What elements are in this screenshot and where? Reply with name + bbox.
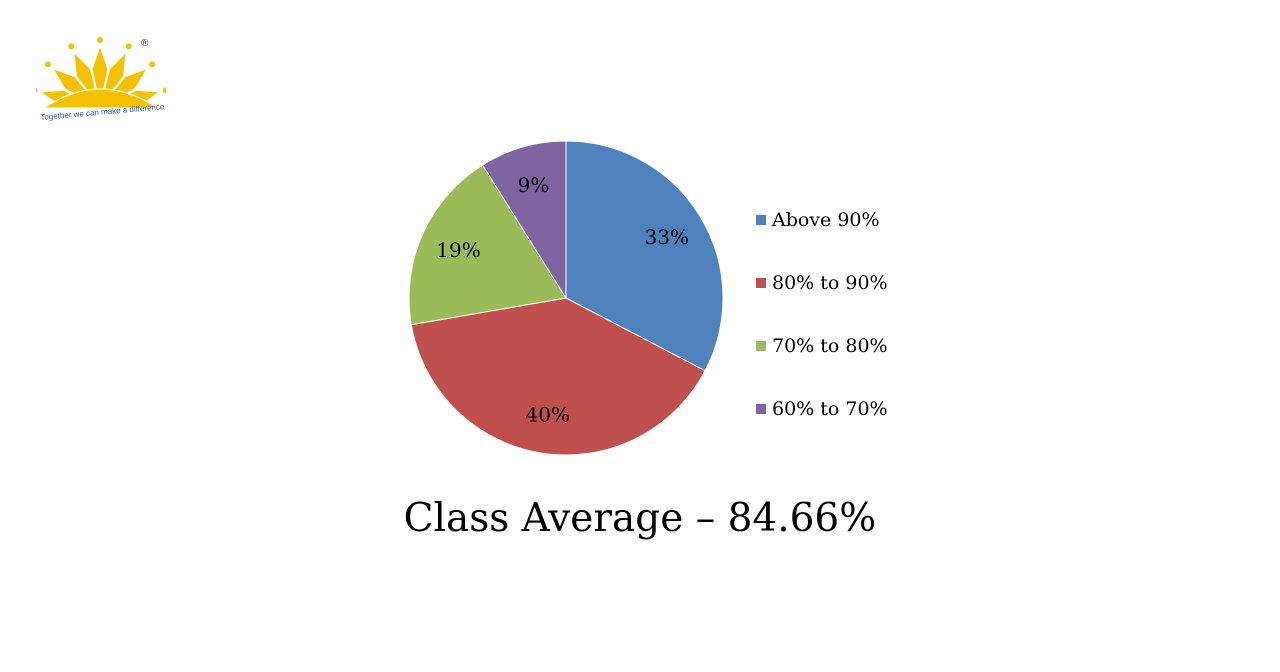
company-logo	[31, 30, 169, 130]
legend-label: 60% to 70%	[772, 398, 888, 420]
legend-swatch	[756, 341, 766, 351]
legend-label: 80% to 90%	[772, 272, 888, 294]
chart-legend: Above 90% 80% to 90% 70% to 80% 60% to 70%	[756, 205, 888, 457]
legend-swatch	[756, 278, 766, 288]
slice-label-above-90: 33%	[645, 225, 689, 249]
legend-swatch	[756, 404, 766, 414]
legend-item-above-90: Above 90%	[756, 205, 888, 235]
legend-item-80-to-90: 80% to 90%	[756, 268, 888, 298]
pie-slice-80-to-90	[410, 297, 706, 456]
registered-mark: ®	[141, 38, 149, 49]
pie-slice-70-to-80	[408, 164, 567, 326]
slice-label-60-to-70: 9%	[518, 173, 550, 197]
legend-label: 70% to 80%	[772, 335, 888, 357]
slice-label-70-to-80: 19%	[436, 238, 480, 262]
slice-label-80-to-90: 40%	[526, 402, 570, 426]
legend-swatch	[756, 215, 766, 225]
legend-item-60-to-70: 60% to 70%	[756, 394, 888, 424]
sun-logo-icon	[31, 37, 169, 109]
class-average-caption: Class Average – 84.66%	[403, 496, 877, 541]
legend-label: Above 90%	[772, 209, 880, 231]
pie-slice-60-to-70	[481, 140, 567, 300]
pie-slice-above-90	[565, 140, 724, 372]
legend-item-70-to-80: 70% to 80%	[756, 331, 888, 361]
